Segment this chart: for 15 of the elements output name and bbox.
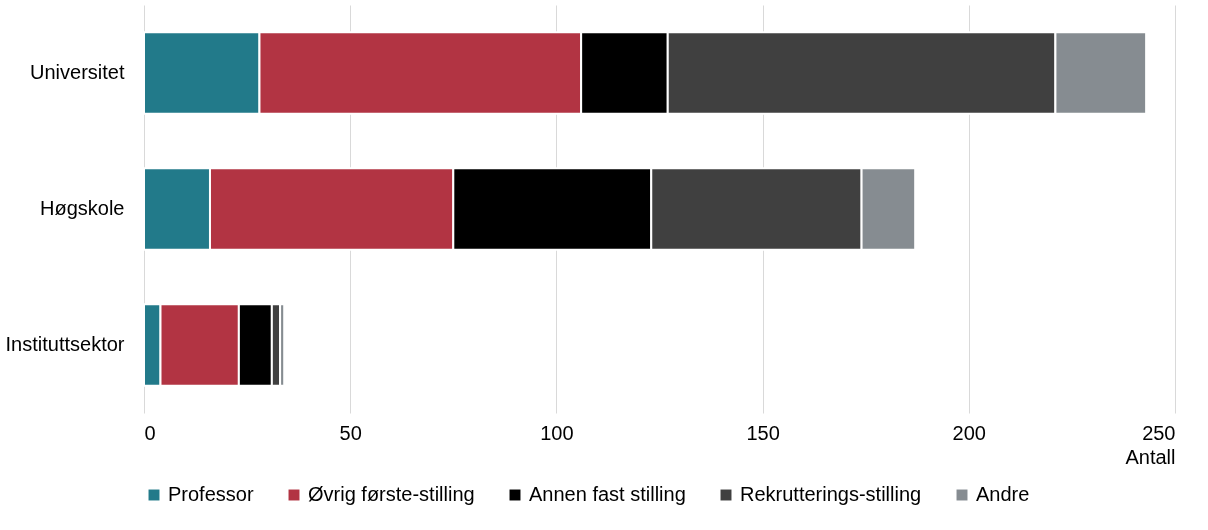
x-tick-label: 200 <box>952 421 986 444</box>
legend-label: Øvrig første-stilling <box>308 483 475 505</box>
x-tick-label: 150 <box>746 421 780 444</box>
x-tick-label: 100 <box>540 421 574 444</box>
legend-label: Andre <box>976 483 1030 505</box>
legend-label: Rekrutterings-stilling <box>740 483 922 505</box>
y-tick-label: Instituttsektor <box>5 333 125 355</box>
legend-label: Annen fast stilling <box>529 483 686 505</box>
x-tick-label: 0 <box>144 421 156 444</box>
x-axis-title: Antall <box>1125 445 1176 468</box>
y-tick-label: Universitet <box>30 61 125 83</box>
legend-label: Professor <box>168 483 254 505</box>
x-tick-label: 50 <box>339 421 362 444</box>
y-tick-label: Høgskole <box>40 197 125 219</box>
x-tick-label: 250 <box>1142 421 1176 444</box>
